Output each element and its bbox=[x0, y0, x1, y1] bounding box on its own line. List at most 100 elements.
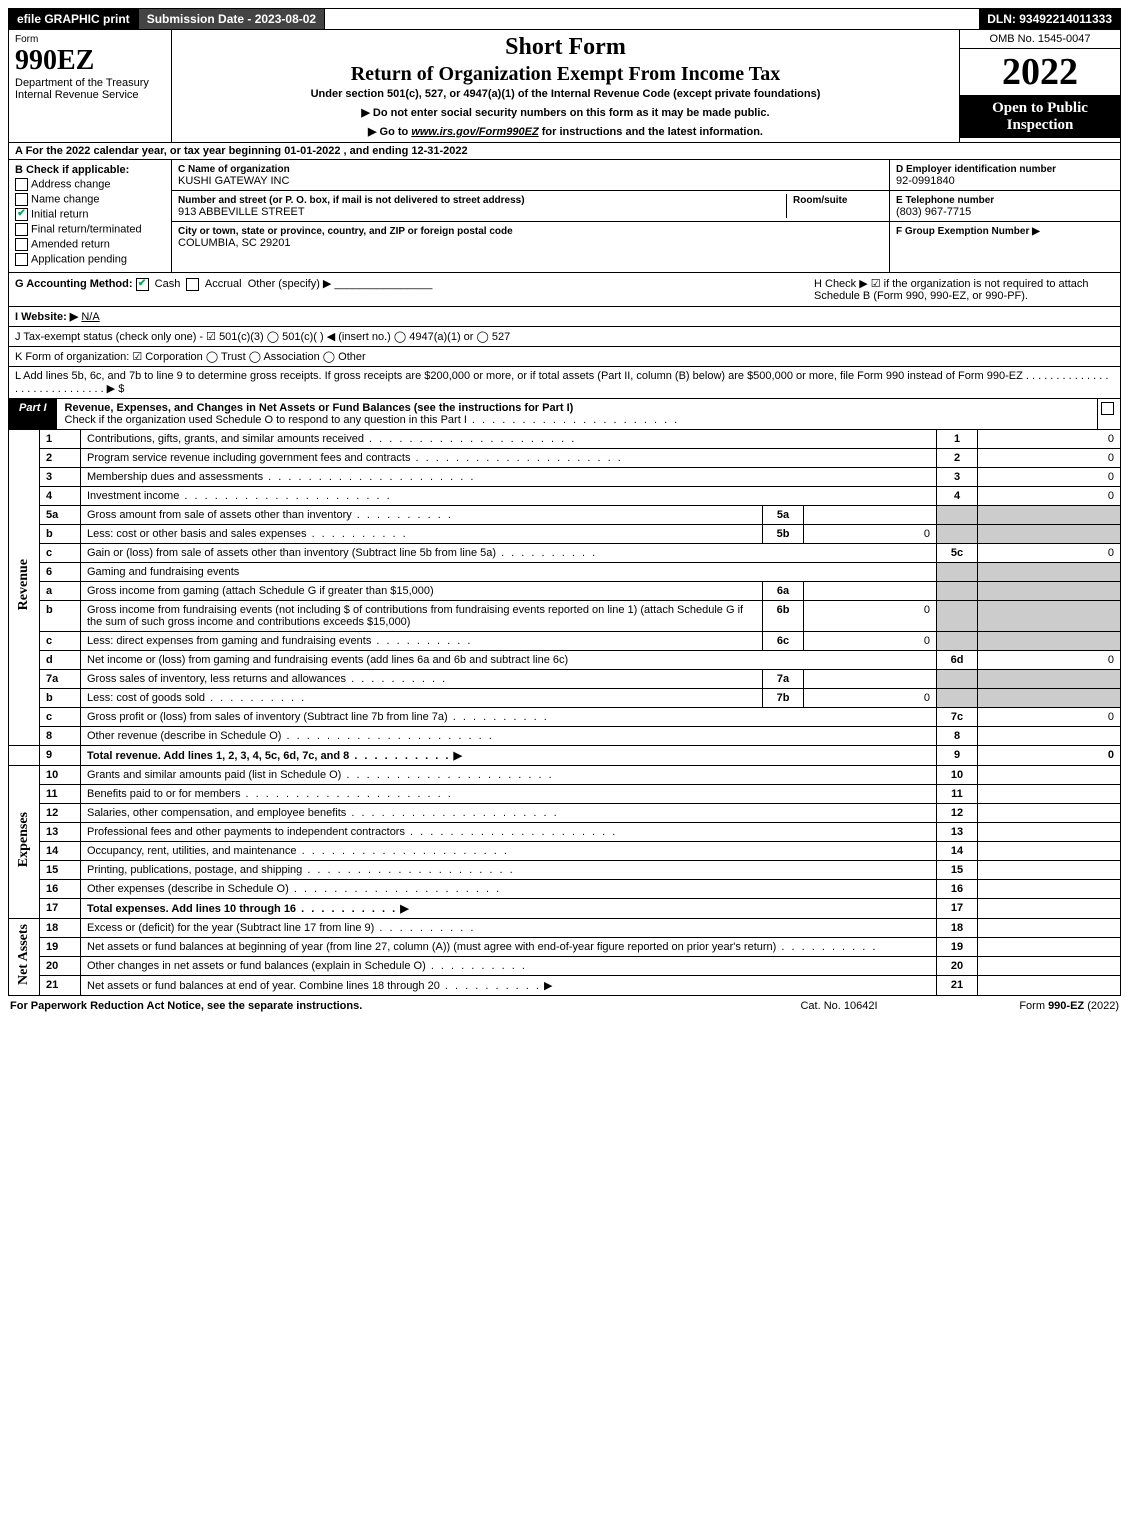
part-1-checkbox[interactable] bbox=[1097, 399, 1120, 429]
box-12: 12 bbox=[937, 804, 978, 823]
footer-left: For Paperwork Reduction Act Notice, see … bbox=[10, 1000, 739, 1012]
samt-6b: 0 bbox=[804, 601, 937, 632]
num-6a: a bbox=[40, 582, 81, 601]
chk-accrual[interactable] bbox=[186, 278, 199, 291]
num-5b: b bbox=[40, 525, 81, 544]
num-6c: c bbox=[40, 632, 81, 651]
shade-7b bbox=[937, 689, 978, 708]
num-6b: b bbox=[40, 601, 81, 632]
section-b: B Check if applicable: Address change Na… bbox=[8, 160, 1121, 273]
chk-application-pending[interactable]: Application pending bbox=[15, 253, 165, 266]
chk-cash[interactable]: ✔ bbox=[136, 278, 149, 291]
samt-6c: 0 bbox=[804, 632, 937, 651]
desc-9: Total revenue. Add lines 1, 2, 3, 4, 5c,… bbox=[81, 746, 937, 766]
org-name-row: C Name of organization KUSHI GATEWAY INC bbox=[172, 160, 889, 191]
g-other: Other (specify) ▶ bbox=[248, 278, 332, 290]
d-e-f-block: D Employer identification number 92-0991… bbox=[889, 160, 1120, 272]
row-18: Net Assets 18 Excess or (deficit) for th… bbox=[9, 919, 1121, 938]
form-number: 990EZ bbox=[15, 45, 165, 77]
amt-7c: 0 bbox=[978, 708, 1121, 727]
row-12: 12 Salaries, other compensation, and emp… bbox=[9, 804, 1121, 823]
box-3: 3 bbox=[937, 468, 978, 487]
subtitle: Under section 501(c), 527, or 4947(a)(1)… bbox=[178, 88, 953, 100]
irs-link[interactable]: www.irs.gov/Form990EZ bbox=[411, 126, 538, 138]
f-group-row: F Group Exemption Number ▶ bbox=[890, 222, 1120, 240]
main-title: Return of Organization Exempt From Incom… bbox=[178, 63, 953, 86]
num-15: 15 bbox=[40, 861, 81, 880]
row-4: 4 Investment income 4 0 bbox=[9, 487, 1121, 506]
d-label: D Employer identification number bbox=[896, 164, 1056, 175]
box-13: 13 bbox=[937, 823, 978, 842]
row-8: 8 Other revenue (describe in Schedule O)… bbox=[9, 727, 1121, 746]
amt-10 bbox=[978, 766, 1121, 785]
shade-amt-7a bbox=[978, 670, 1121, 689]
submission-date: Submission Date - 2023-08-02 bbox=[139, 9, 325, 29]
h-text: H Check ▶ ☑ if the organization is not r… bbox=[814, 278, 1089, 302]
num-17: 17 bbox=[40, 899, 81, 919]
num-5a: 5a bbox=[40, 506, 81, 525]
part-1-title: Revenue, Expenses, and Changes in Net As… bbox=[57, 399, 1097, 429]
num-7a: 7a bbox=[40, 670, 81, 689]
chk-address-change[interactable]: Address change bbox=[15, 178, 165, 191]
samt-5b: 0 bbox=[804, 525, 937, 544]
row-i: I Website: ▶ N/A bbox=[8, 307, 1121, 327]
row-5c: c Gain or (loss) from sale of assets oth… bbox=[9, 544, 1121, 563]
row-15: 15 Printing, publications, postage, and … bbox=[9, 861, 1121, 880]
num-10: 10 bbox=[40, 766, 81, 785]
box-14: 14 bbox=[937, 842, 978, 861]
part-1-tab: Part I bbox=[9, 399, 57, 429]
num-6d: d bbox=[40, 651, 81, 670]
shade-7a bbox=[937, 670, 978, 689]
efile-label[interactable]: efile GRAPHIC print bbox=[9, 9, 139, 29]
department-label: Department of the Treasury Internal Reve… bbox=[15, 77, 165, 101]
i-label: I Website: ▶ bbox=[15, 311, 78, 323]
box-21: 21 bbox=[937, 976, 978, 996]
desc-4: Investment income bbox=[81, 487, 937, 506]
go-to-pre: ▶ Go to bbox=[368, 126, 411, 138]
row-5b: b Less: cost or other basis and sales ex… bbox=[9, 525, 1121, 544]
row-11: 11 Benefits paid to or for members 11 bbox=[9, 785, 1121, 804]
shade-6b bbox=[937, 601, 978, 632]
sbox-7b: 7b bbox=[763, 689, 804, 708]
amt-18 bbox=[978, 919, 1121, 938]
shade-amt-5a bbox=[978, 506, 1121, 525]
box-16: 16 bbox=[937, 880, 978, 899]
c-name-label: C Name of organization bbox=[178, 164, 290, 175]
row-k: K Form of organization: ☑ Corporation ◯ … bbox=[8, 347, 1121, 367]
desc-7c: Gross profit or (loss) from sales of inv… bbox=[81, 708, 937, 727]
box-20: 20 bbox=[937, 957, 978, 976]
page-footer: For Paperwork Reduction Act Notice, see … bbox=[8, 996, 1121, 1012]
shade-6c bbox=[937, 632, 978, 651]
street-address: 913 ABBEVILLE STREET bbox=[178, 206, 305, 218]
g-accounting: G Accounting Method: ✔ Cash Accrual Othe… bbox=[15, 277, 814, 302]
row-6d: d Net income or (loss) from gaming and f… bbox=[9, 651, 1121, 670]
chk-amended-return[interactable]: Amended return bbox=[15, 238, 165, 251]
num-13: 13 bbox=[40, 823, 81, 842]
website-value: N/A bbox=[81, 311, 99, 323]
shade-amt-6b bbox=[978, 601, 1121, 632]
desc-12: Salaries, other compensation, and employ… bbox=[81, 804, 937, 823]
box-8: 8 bbox=[937, 727, 978, 746]
amt-20 bbox=[978, 957, 1121, 976]
chk-final-return[interactable]: Final return/terminated bbox=[15, 223, 165, 236]
row-16: 16 Other expenses (describe in Schedule … bbox=[9, 880, 1121, 899]
box-2: 2 bbox=[937, 449, 978, 468]
box-1: 1 bbox=[937, 430, 978, 449]
g-cash: Cash bbox=[155, 278, 181, 290]
chk-initial-return[interactable]: ✔Initial return bbox=[15, 208, 165, 221]
box-19: 19 bbox=[937, 938, 978, 957]
row-21: 21 Net assets or fund balances at end of… bbox=[9, 976, 1121, 996]
num-6: 6 bbox=[40, 563, 81, 582]
num-8: 8 bbox=[40, 727, 81, 746]
box-7c: 7c bbox=[937, 708, 978, 727]
go-to-post: for instructions and the latest informat… bbox=[539, 126, 763, 138]
num-12: 12 bbox=[40, 804, 81, 823]
k-text: K Form of organization: ☑ Corporation ◯ … bbox=[15, 351, 366, 363]
city-row: City or town, state or province, country… bbox=[172, 222, 889, 252]
row-l: L Add lines 5b, 6c, and 7b to line 9 to … bbox=[8, 367, 1121, 399]
desc-1: Contributions, gifts, grants, and simila… bbox=[81, 430, 937, 449]
form-word: Form bbox=[15, 34, 165, 45]
chk-name-change[interactable]: Name change bbox=[15, 193, 165, 206]
row-7a: 7a Gross sales of inventory, less return… bbox=[9, 670, 1121, 689]
f-label: F Group Exemption Number ▶ bbox=[896, 226, 1040, 237]
